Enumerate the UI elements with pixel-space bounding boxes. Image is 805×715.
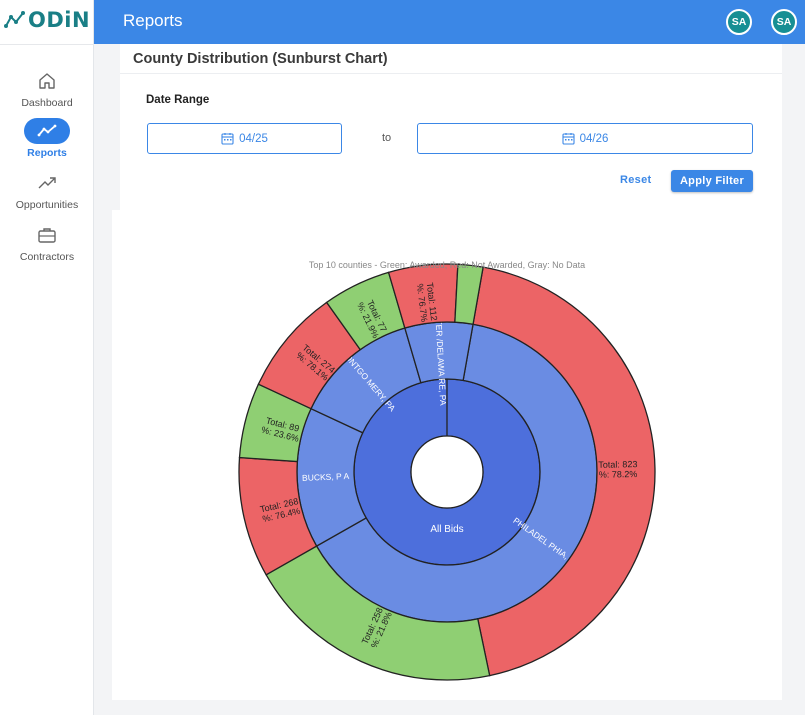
briefcase-icon bbox=[24, 222, 70, 248]
trend-line-icon bbox=[24, 118, 70, 144]
apply-filter-button[interactable]: Apply Filter bbox=[671, 170, 753, 192]
sunburst-county-label: BUCKS, P A bbox=[302, 471, 350, 483]
sunburst-status-label: Total: 112%: 76.7% bbox=[415, 282, 439, 323]
end-date-field[interactable]: 04/26 bbox=[417, 123, 753, 154]
sunburst-status-label: Total: 823%: 78.2% bbox=[598, 459, 637, 480]
brand-logo[interactable]: ODiN bbox=[4, 8, 90, 32]
sunburst-chart-panel: All Bids PHILADEL PHIA, PA Total: 823%: 78… bbox=[112, 210, 782, 700]
sidebar-item-dashboard[interactable]: Dashboard bbox=[0, 68, 94, 109]
sidebar: ODiN Dashboard Reports Opportunities Con… bbox=[0, 0, 94, 715]
odin-logo-icon bbox=[4, 11, 25, 28]
sunburst-status-wedge[interactable] bbox=[454, 263, 484, 326]
calendar-icon bbox=[562, 133, 575, 145]
start-date-value: 04/25 bbox=[239, 132, 268, 145]
sidebar-item-opportunities[interactable]: Opportunities bbox=[0, 170, 94, 211]
sidebar-item-label: Opportunities bbox=[15, 199, 79, 211]
home-icon bbox=[24, 68, 70, 94]
date-range-label: Date Range bbox=[146, 94, 210, 106]
sidebar-item-label: Contractors bbox=[19, 251, 75, 263]
chart-subtitle: Top 10 counties - Green: Awarded, Red: N… bbox=[308, 260, 586, 270]
page-title: Reports bbox=[123, 11, 183, 30]
end-date-value: 04/26 bbox=[579, 132, 609, 145]
to-label: to bbox=[382, 132, 392, 144]
sidebar-item-label: Reports bbox=[27, 147, 67, 159]
start-date-field[interactable]: 04/25 bbox=[147, 123, 342, 154]
sidebar-item-contractors[interactable]: Contractors bbox=[0, 222, 94, 263]
divider bbox=[120, 73, 782, 74]
logo-text: ODiN bbox=[28, 8, 91, 32]
reset-button[interactable]: Reset bbox=[620, 174, 652, 186]
avatar[interactable]: SA bbox=[726, 9, 752, 35]
filter-card: County Distribution (Sunburst Chart) Dat… bbox=[120, 44, 782, 210]
calendar-icon bbox=[221, 133, 234, 145]
sunburst-status-wedge[interactable] bbox=[472, 266, 656, 677]
card-title: County Distribution (Sunburst Chart) bbox=[133, 51, 388, 67]
trending-up-icon bbox=[24, 170, 70, 196]
avatar[interactable]: SA bbox=[771, 9, 797, 35]
sidebar-item-reports[interactable]: Reports bbox=[0, 118, 94, 159]
sunburst-center-hole bbox=[410, 435, 484, 509]
logo-divider bbox=[0, 44, 94, 45]
top-app-bar: Reports SA SA bbox=[94, 0, 805, 44]
sidebar-item-label: Dashboard bbox=[21, 97, 73, 109]
sunburst-root-label: All Bids bbox=[430, 524, 463, 535]
